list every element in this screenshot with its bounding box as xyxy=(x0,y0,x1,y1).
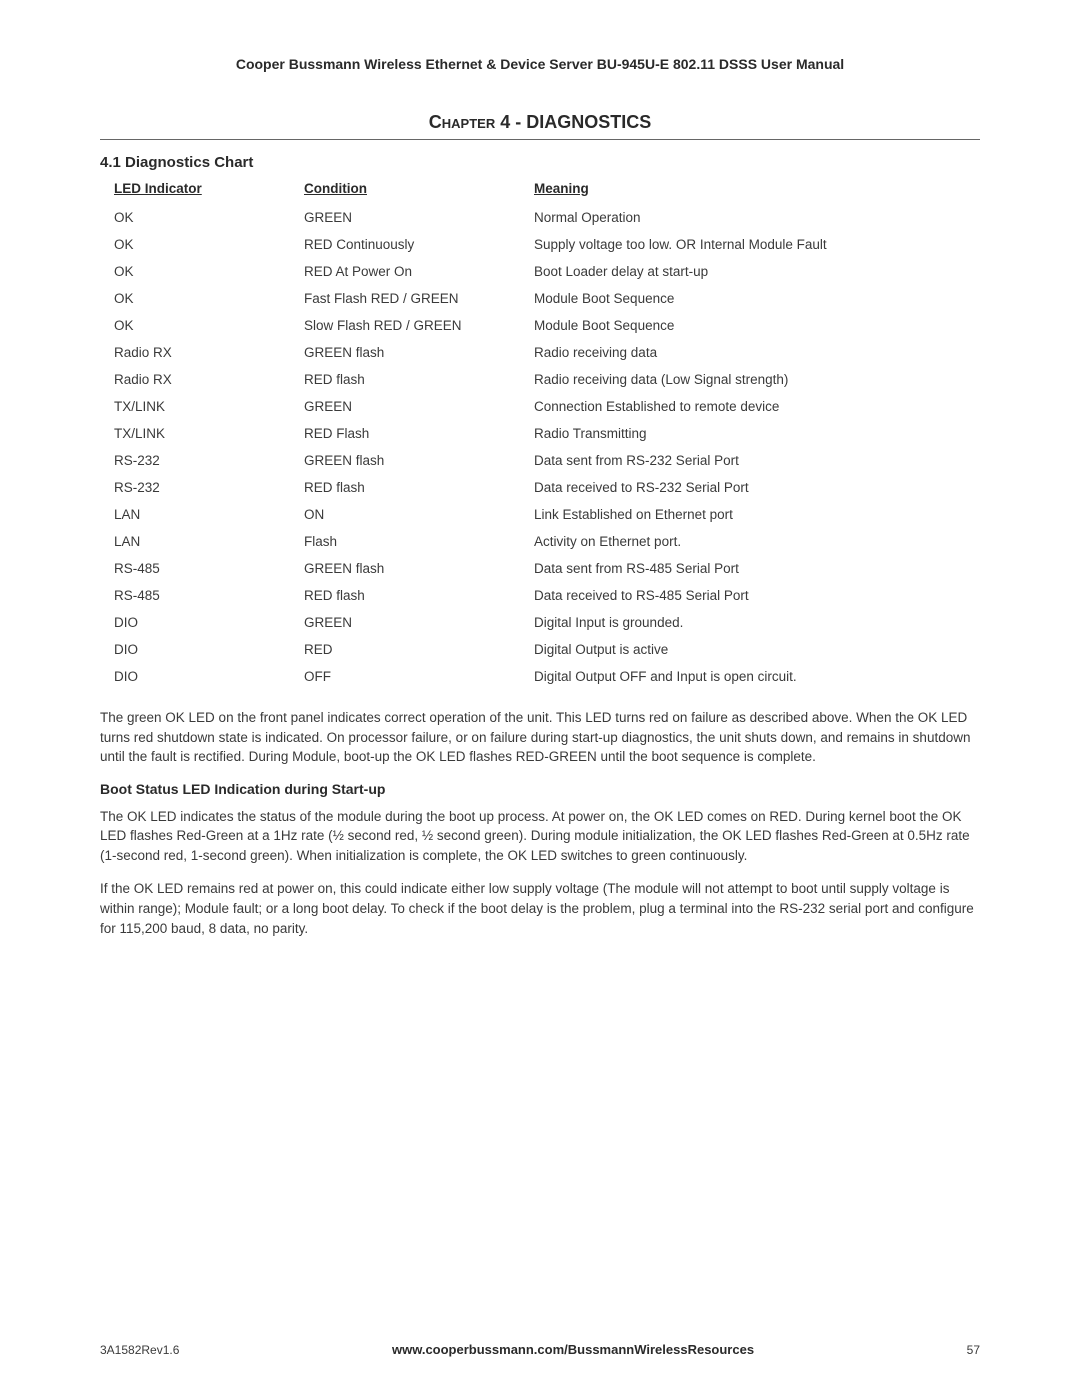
cell-meaning: Connection Established to remote device xyxy=(534,393,994,420)
col-header-condition: Condition xyxy=(304,181,534,204)
cell-indicator: TX/LINK xyxy=(114,420,304,447)
table-row: RS-232GREEN flashData sent from RS-232 S… xyxy=(114,447,994,474)
chapter-rule xyxy=(100,139,980,140)
table-row: OKRED ContinuouslySupply voltage too low… xyxy=(114,231,994,258)
table-row: TX/LINKRED FlashRadio Transmitting xyxy=(114,420,994,447)
paragraph-boot-process: The OK LED indicates the status of the m… xyxy=(100,807,980,866)
page-footer: 3A1582Rev1.6 www.cooperbussmann.com/Buss… xyxy=(100,1342,980,1357)
table-row: LANONLink Established on Ethernet port xyxy=(114,501,994,528)
cell-indicator: DIO xyxy=(114,663,304,690)
footer-doc-rev: 3A1582Rev1.6 xyxy=(100,1343,179,1357)
cell-condition: GREEN xyxy=(304,609,534,636)
manual-header: Cooper Bussmann Wireless Ethernet & Devi… xyxy=(100,56,980,72)
table-row: RS-485RED flashData received to RS-485 S… xyxy=(114,582,994,609)
cell-meaning: Data sent from RS-485 Serial Port xyxy=(534,555,994,582)
cell-indicator: Radio RX xyxy=(114,339,304,366)
paragraph-ok-led: The green OK LED on the front panel indi… xyxy=(100,708,980,767)
footer-page-number: 57 xyxy=(967,1343,980,1357)
table-row: OKFast Flash RED / GREENModule Boot Sequ… xyxy=(114,285,994,312)
cell-meaning: Link Established on Ethernet port xyxy=(534,501,994,528)
cell-indicator: RS-232 xyxy=(114,447,304,474)
table-row: LANFlashActivity on Ethernet port. xyxy=(114,528,994,555)
cell-meaning: Activity on Ethernet port. xyxy=(534,528,994,555)
cell-meaning: Data sent from RS-232 Serial Port xyxy=(534,447,994,474)
cell-meaning: Normal Operation xyxy=(534,204,994,231)
col-header-meaning: Meaning xyxy=(534,181,994,204)
cell-meaning: Radio receiving data xyxy=(534,339,994,366)
cell-meaning: Module Boot Sequence xyxy=(534,285,994,312)
footer-url: www.cooperbussmann.com/BussmannWirelessR… xyxy=(392,1342,754,1357)
cell-meaning: Data received to RS-232 Serial Port xyxy=(534,474,994,501)
table-row: OKGREENNormal Operation xyxy=(114,204,994,231)
cell-meaning: Digital Output is active xyxy=(534,636,994,663)
cell-indicator: LAN xyxy=(114,528,304,555)
paragraph-remains-red: If the OK LED remains red at power on, t… xyxy=(100,879,980,938)
section-title: 4.1 Diagnostics Chart xyxy=(100,154,980,171)
table-row: OKSlow Flash RED / GREENModule Boot Sequ… xyxy=(114,312,994,339)
diagnostics-table: LED Indicator Condition Meaning OKGREENN… xyxy=(114,181,994,690)
cell-indicator: Radio RX xyxy=(114,366,304,393)
cell-condition: GREEN flash xyxy=(304,447,534,474)
cell-condition: GREEN xyxy=(304,204,534,231)
cell-indicator: DIO xyxy=(114,636,304,663)
cell-condition: GREEN xyxy=(304,393,534,420)
cell-indicator: OK xyxy=(114,231,304,258)
cell-indicator: LAN xyxy=(114,501,304,528)
cell-condition: RED Continuously xyxy=(304,231,534,258)
cell-condition: Flash xyxy=(304,528,534,555)
cell-indicator: OK xyxy=(114,258,304,285)
table-row: DIOGREENDigital Input is grounded. xyxy=(114,609,994,636)
cell-condition: OFF xyxy=(304,663,534,690)
chapter-title: Chapter 4 - DIAGNOSTICS xyxy=(100,112,980,133)
table-row: Radio RXGREEN flashRadio receiving data xyxy=(114,339,994,366)
table-row: RS-232RED flashData received to RS-232 S… xyxy=(114,474,994,501)
cell-condition: RED flash xyxy=(304,474,534,501)
cell-condition: GREEN flash xyxy=(304,555,534,582)
cell-condition: RED At Power On xyxy=(304,258,534,285)
cell-condition: Slow Flash RED / GREEN xyxy=(304,312,534,339)
cell-condition: RED Flash xyxy=(304,420,534,447)
table-row: Radio RXRED flashRadio receiving data (L… xyxy=(114,366,994,393)
cell-meaning: Supply voltage too low. OR Internal Modu… xyxy=(534,231,994,258)
cell-condition: RED flash xyxy=(304,582,534,609)
cell-indicator: RS-232 xyxy=(114,474,304,501)
cell-condition: ON xyxy=(304,501,534,528)
cell-meaning: Boot Loader delay at start-up xyxy=(534,258,994,285)
table-header-row: LED Indicator Condition Meaning xyxy=(114,181,994,204)
cell-condition: GREEN flash xyxy=(304,339,534,366)
table-row: OKRED At Power OnBoot Loader delay at st… xyxy=(114,258,994,285)
cell-indicator: RS-485 xyxy=(114,555,304,582)
cell-indicator: RS-485 xyxy=(114,582,304,609)
table-row: DIOOFFDigital Output OFF and Input is op… xyxy=(114,663,994,690)
table-row: DIOREDDigital Output is active xyxy=(114,636,994,663)
col-header-indicator: LED Indicator xyxy=(114,181,304,204)
cell-meaning: Radio receiving data (Low Signal strengt… xyxy=(534,366,994,393)
cell-indicator: OK xyxy=(114,312,304,339)
cell-meaning: Digital Output OFF and Input is open cir… xyxy=(534,663,994,690)
cell-meaning: Module Boot Sequence xyxy=(534,312,994,339)
cell-condition: RED xyxy=(304,636,534,663)
cell-indicator: DIO xyxy=(114,609,304,636)
cell-meaning: Data received to RS-485 Serial Port xyxy=(534,582,994,609)
table-row: TX/LINKGREENConnection Established to re… xyxy=(114,393,994,420)
cell-meaning: Radio Transmitting xyxy=(534,420,994,447)
cell-condition: Fast Flash RED / GREEN xyxy=(304,285,534,312)
cell-indicator: TX/LINK xyxy=(114,393,304,420)
cell-indicator: OK xyxy=(114,285,304,312)
table-row: RS-485GREEN flashData sent from RS-485 S… xyxy=(114,555,994,582)
cell-meaning: Digital Input is grounded. xyxy=(534,609,994,636)
sub-heading-boot-status: Boot Status LED Indication during Start-… xyxy=(100,781,980,797)
cell-condition: RED flash xyxy=(304,366,534,393)
cell-indicator: OK xyxy=(114,204,304,231)
